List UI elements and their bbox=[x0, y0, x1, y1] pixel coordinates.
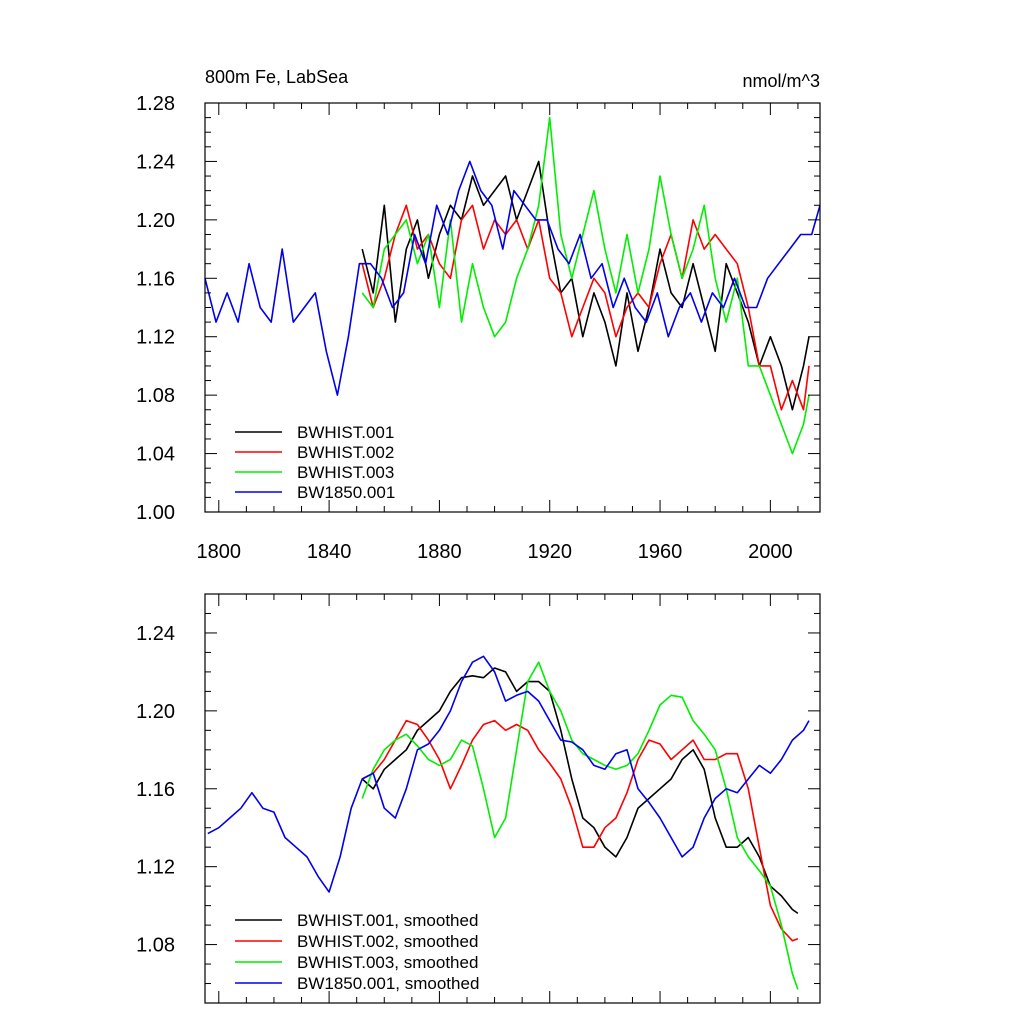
top-xtick-label: 2000 bbox=[748, 541, 793, 563]
top-ytick-label: 1.04 bbox=[136, 444, 175, 466]
bottom-series-group bbox=[207, 655, 810, 990]
bottom-ytick-label: 1.24 bbox=[136, 623, 175, 645]
bottom-legend-label-bw1850-001: BW1850.001, smoothed bbox=[297, 974, 479, 993]
top-ytick-label: 1.28 bbox=[136, 93, 175, 115]
bottom-ytick-label: 1.20 bbox=[136, 701, 175, 723]
top-chart-panel: 800m Fe, LabSea nmol/m^3 1.00 1.04 1.08 1.1… bbox=[136, 67, 821, 563]
top-ytick-label: 1.08 bbox=[136, 385, 175, 407]
top-ytick-label: 1.00 bbox=[136, 502, 175, 524]
top-chart-units: nmol/m^3 bbox=[743, 71, 820, 91]
top-series-line-bwhist-002 bbox=[361, 204, 810, 411]
top-series-line-bwhist-003 bbox=[361, 116, 810, 455]
bottom-legend-label-bwhist-003: BWHIST.003, smoothed bbox=[297, 953, 478, 972]
top-chart-title: 800m Fe, LabSea bbox=[205, 67, 349, 87]
bottom-series-line-bwhist-002-smoothed bbox=[361, 719, 799, 942]
bottom-series-line-bwhist-001-smoothed bbox=[361, 667, 799, 915]
top-xtick-label: 1960 bbox=[638, 541, 683, 563]
top-ytick-label: 1.24 bbox=[136, 151, 175, 173]
top-legend-label-bwhist-001: BWHIST.001 bbox=[297, 423, 394, 442]
top-ytick-label: 1.12 bbox=[136, 327, 175, 349]
top-legend-label-bwhist-003: BWHIST.003 bbox=[297, 463, 394, 482]
bottom-ytick-label: 1.08 bbox=[136, 935, 175, 957]
top-legend: BWHIST.001 BWHIST.002 BWHIST.003 BW1850.… bbox=[235, 423, 395, 502]
top-ytick-label: 1.20 bbox=[136, 210, 175, 232]
bottom-series-line-bwhist-003-smoothed bbox=[361, 661, 799, 990]
bottom-ytick-label: 1.12 bbox=[136, 857, 175, 879]
bottom-axes: 1.08 1.12 1.16 1.20 1.24 bbox=[136, 593, 821, 1004]
top-legend-label-bw1850-001: BW1850.001 bbox=[297, 483, 395, 502]
top-axes: 1.00 1.04 1.08 1.12 1.16 1.20 1.24 1.28 1800 1840… bbox=[136, 93, 821, 563]
bottom-chart-panel: 1.08 1.12 1.16 1.20 1.24 BWHIST.001, smoothe… bbox=[136, 593, 821, 1004]
top-xtick-label: 1880 bbox=[417, 541, 462, 563]
top-xtick-label: 1800 bbox=[197, 541, 242, 563]
bottom-plot-frame bbox=[204, 593, 821, 1004]
top-series-group bbox=[204, 116, 821, 455]
top-ytick-label: 1.16 bbox=[136, 268, 175, 290]
bottom-ytick-label: 1.16 bbox=[136, 779, 175, 801]
top-series-line-bw1850-001 bbox=[204, 160, 821, 396]
bottom-legend-label-bwhist-002: BWHIST.002, smoothed bbox=[297, 932, 478, 951]
top-xtick-label: 1920 bbox=[527, 541, 572, 563]
bottom-series-line-bw1850-001-smoothed bbox=[207, 655, 810, 893]
top-legend-label-bwhist-002: BWHIST.002 bbox=[297, 443, 394, 462]
top-xtick-label: 1840 bbox=[307, 541, 352, 563]
bottom-legend-label-bwhist-001: BWHIST.001, smoothed bbox=[297, 911, 478, 930]
bottom-legend: BWHIST.001, smoothed BWHIST.002, smoothe… bbox=[235, 911, 479, 993]
